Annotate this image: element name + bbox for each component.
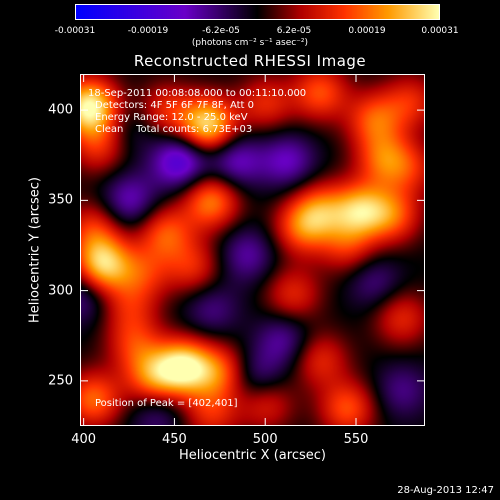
x-tick-label: 500 (252, 432, 278, 447)
colorbar-tick-label: 6.2e-05 (276, 26, 312, 36)
x-tick-label: 400 (71, 432, 97, 447)
colorbar-tick-label: -6.2e-05 (202, 26, 240, 36)
x-axis-label: Heliocentric X (arcsec) (179, 448, 326, 463)
y-tick-label: 300 (48, 283, 73, 299)
colorbar (75, 4, 440, 20)
y-tick-label: 250 (48, 373, 73, 389)
peak-position-label: Position of Peak = [402,401] (95, 398, 238, 409)
y-tick-label: 400 (48, 102, 73, 118)
timestamp: 28-Aug-2013 12:47 (397, 485, 494, 496)
y-axis-label: Heliocentric Y (arcsec) (27, 177, 43, 323)
colorbar-tick-label: -0.00031 (54, 26, 96, 36)
annotation-clean-counts: Clean Total counts: 6.73E+03 (95, 124, 253, 135)
x-tick-label: 450 (161, 432, 187, 447)
plot-frame (80, 74, 425, 426)
annotation-energy-range: Energy Range: 12.0 - 25.0 keV (95, 112, 248, 123)
colorbar-tick-label: 0.00031 (421, 26, 459, 36)
colorbar-tick-label: 0.00019 (348, 26, 386, 36)
colorbar-tick-label: -0.00019 (127, 26, 169, 36)
x-tick-label: 550 (343, 432, 369, 447)
colorbar-unit-label: (photons cm⁻² s⁻¹ asec⁻²) (191, 38, 309, 48)
annotation-detectors: Detectors: 4F 5F 6F 7F 8F, Att 0 (95, 100, 255, 111)
annotation-time-range: 18-Sep-2011 00:08:08.000 to 00:11:10.000 (88, 88, 307, 99)
chart-title: Reconstructed RHESSI Image (133, 52, 367, 70)
axis-tick-marks (80, 74, 425, 426)
y-tick-label: 350 (48, 192, 73, 208)
heatmap-plot (80, 74, 425, 426)
